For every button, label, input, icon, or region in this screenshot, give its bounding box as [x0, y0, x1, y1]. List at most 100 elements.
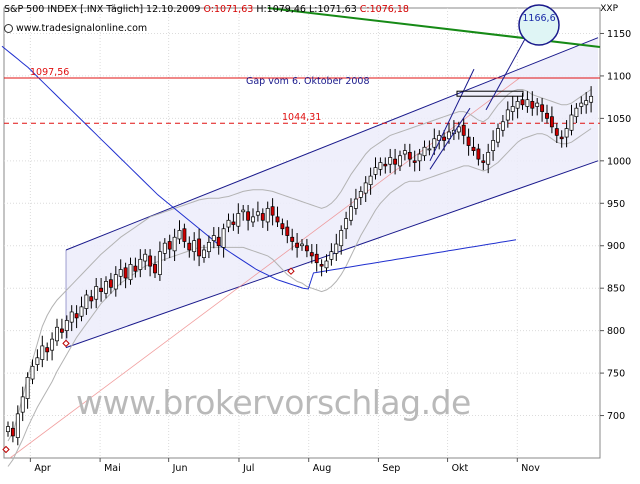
- candle-body: [108, 279, 113, 288]
- candle-body: [309, 252, 314, 257]
- candle-body: [251, 216, 255, 223]
- candle-body: [554, 128, 559, 136]
- candle-body: [15, 413, 20, 438]
- candle-body: [157, 251, 162, 275]
- candle-body: [255, 211, 260, 216]
- candle-body: [226, 219, 231, 228]
- candle-body: [89, 296, 94, 302]
- consolidation-box: [456, 90, 524, 97]
- target-arrow-line: [485, 33, 529, 111]
- candle-body: [79, 306, 84, 317]
- candle-body: [349, 206, 353, 221]
- wedge-line-lower: [429, 107, 471, 170]
- candle-body: [589, 95, 594, 103]
- corner-label: XXP: [600, 4, 618, 14]
- candle-body: [388, 157, 393, 165]
- candle-body: [45, 347, 50, 353]
- candle-body: [486, 151, 491, 165]
- candle-body: [260, 213, 265, 221]
- candle-body: [549, 116, 554, 128]
- y-tick-label: 1050: [607, 114, 631, 125]
- candle-body: [515, 101, 520, 109]
- candle-body: [118, 269, 123, 277]
- candle-body: [584, 100, 589, 106]
- pivot-marker: [2, 445, 10, 454]
- candle-body: [574, 107, 579, 118]
- candle-body: [10, 427, 15, 437]
- candle-body: [471, 146, 476, 151]
- candle-body: [295, 242, 300, 248]
- site-url: www.tradesignalonline.com: [16, 23, 148, 34]
- candle-body: [35, 357, 40, 365]
- candle-body: [324, 260, 329, 269]
- y-tick-label: 1150: [607, 29, 631, 40]
- x-tick-label: Sep: [382, 463, 400, 474]
- candle-body: [202, 249, 206, 258]
- candle-body: [329, 251, 334, 260]
- candle-body: [25, 376, 30, 399]
- wedge-line-upper: [429, 68, 475, 162]
- candle-body: [417, 153, 422, 162]
- candle-body: [69, 311, 74, 323]
- candle-body: [55, 326, 59, 342]
- candle-body: [94, 286, 99, 300]
- candle-body: [569, 114, 574, 131]
- target-value-label: 1166,6: [522, 13, 555, 24]
- x-tick-label: Okt: [452, 463, 469, 474]
- pivot-marker: [287, 267, 295, 275]
- candle-body: [300, 243, 304, 247]
- candle-body: [285, 226, 290, 236]
- candle-body: [206, 241, 211, 253]
- header-high: H:1079,46: [256, 4, 306, 15]
- candle-body: [148, 255, 153, 267]
- watermark: www.brokervorschlag.de: [76, 383, 471, 422]
- candle-body: [442, 136, 447, 141]
- candle-body: [275, 216, 280, 223]
- candle-body: [216, 236, 221, 247]
- candle-body: [373, 167, 378, 175]
- candle-body: [535, 102, 540, 107]
- candle-body: [221, 228, 226, 248]
- candle-body: [496, 128, 500, 143]
- candle-body: [432, 138, 437, 148]
- y-tick-label: 850: [607, 284, 625, 295]
- y-tick-label: 900: [607, 241, 625, 252]
- candle-body: [383, 163, 388, 167]
- candle-body: [344, 218, 349, 230]
- x-tick-label: Mai: [104, 463, 121, 474]
- candle-body: [304, 245, 309, 252]
- candle-body: [559, 136, 564, 140]
- candle-body: [280, 223, 285, 230]
- candle-body: [456, 126, 461, 133]
- candle-body: [153, 264, 157, 274]
- ma-long-line: [1, 45, 517, 290]
- resistance-level-label: 1097,56: [30, 67, 69, 78]
- candle-body: [579, 102, 584, 107]
- candle-body: [540, 104, 545, 112]
- x-tick-label: Nov: [521, 463, 540, 474]
- target-circle: [518, 4, 560, 46]
- candle-body: [133, 265, 138, 272]
- candle-body: [50, 338, 55, 351]
- candle-body: [319, 264, 324, 267]
- candle-body: [353, 198, 358, 209]
- candle-body: [530, 101, 535, 109]
- channel-upper-line: [65, 37, 599, 251]
- candle-body: [402, 150, 407, 155]
- candle-body: [265, 208, 270, 223]
- candle-body: [334, 243, 339, 254]
- x-tick-label: Jun: [172, 463, 188, 474]
- candle-body: [339, 230, 344, 247]
- candle-body: [412, 160, 417, 163]
- candle-body: [564, 128, 569, 138]
- candle-body: [407, 151, 412, 160]
- candle-body: [99, 287, 104, 292]
- candle-body: [525, 99, 530, 107]
- candle-body: [358, 191, 363, 198]
- candle-body: [422, 146, 427, 157]
- candle-body: [40, 345, 45, 360]
- candle-body: [113, 274, 118, 290]
- y-tick-label: 1000: [607, 156, 631, 167]
